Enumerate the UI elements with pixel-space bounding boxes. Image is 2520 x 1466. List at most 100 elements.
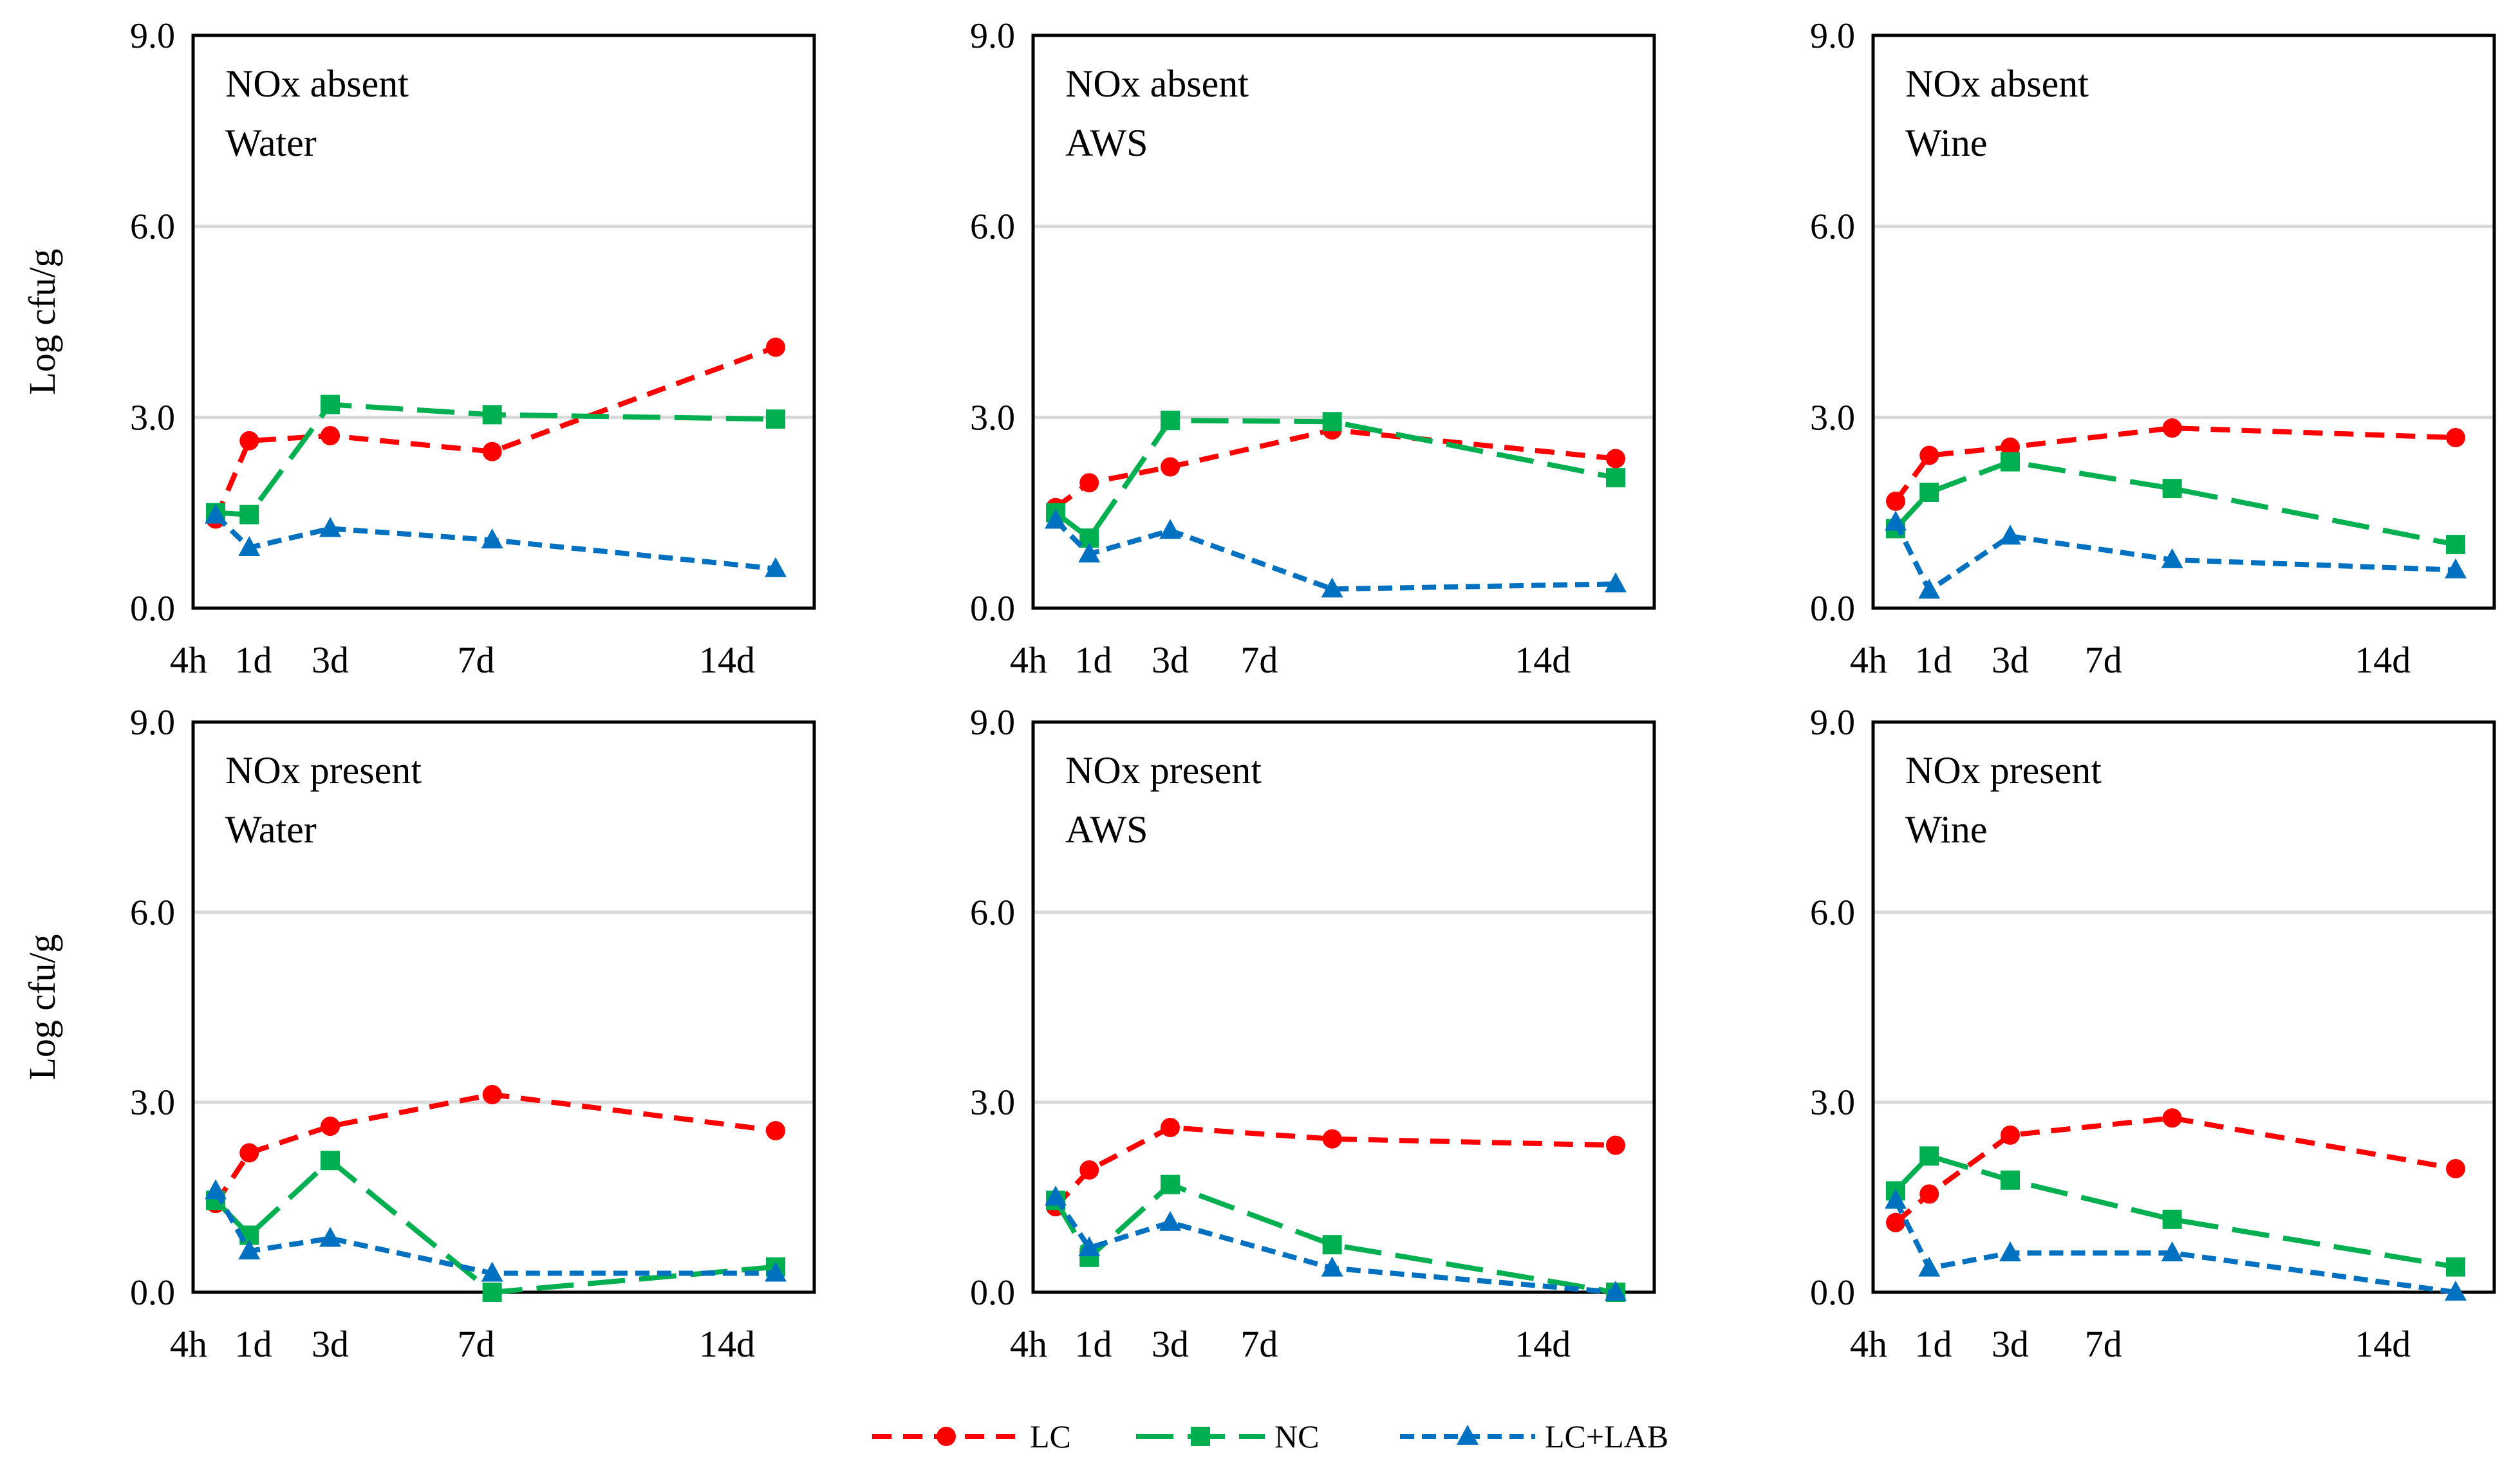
x-tick-label: 14d <box>699 639 755 681</box>
data-point-nc <box>1161 411 1181 431</box>
x-tick-label: 7d <box>1240 639 1278 681</box>
chart-panel-4: 0.0 3.0 6.0 9.0 4h 1d 3d 7d 14d NOx present Water L… <box>21 703 816 1365</box>
series-line-nc <box>1894 459 2456 548</box>
y-tick-label: 6.0 <box>970 893 1015 932</box>
chart-panel-6: 0.0 3.0 6.0 9.0 4h 1d 3d 7d 14d NOx present Wine <box>1810 703 2496 1365</box>
data-point-lc-lab <box>319 1227 342 1247</box>
plot-frame <box>1031 720 1656 1294</box>
y-tick-label: 9.0 <box>130 703 175 743</box>
data-point-lc <box>2001 1125 2021 1145</box>
y-tick-label: 3.0 <box>970 1083 1015 1123</box>
panel-title-line: NOx present <box>1065 749 1262 792</box>
data-point-lc-lab <box>1078 542 1101 562</box>
chart-panel-5: 0.0 3.0 6.0 9.0 4h 1d 3d 7d 14d NOx present AWS <box>970 703 1656 1365</box>
data-point-lc <box>1161 1118 1181 1138</box>
panel-title-line: Wine <box>1905 122 1988 164</box>
chart-panel-1: 0.0 3.0 6.0 9.0 4h 1d 3d 7d 14d NOx absent Water Lo… <box>21 16 816 681</box>
data-point-lc <box>2162 1108 2182 1128</box>
panel-title-line: NOx absent <box>225 62 409 105</box>
data-point-lc-lab <box>1159 1211 1182 1231</box>
data-point-lc-lab <box>1918 1256 1941 1277</box>
data-point-lc <box>1079 473 1099 493</box>
data-point-lc <box>1919 1184 1939 1204</box>
x-tick-label: 14d <box>1515 639 1571 681</box>
x-tick-label: 1d <box>1075 1323 1112 1365</box>
series-line-lc <box>213 344 777 521</box>
data-point-nc <box>2001 452 2021 472</box>
data-point-lc <box>1606 1135 1625 1155</box>
x-tick-label: 4h <box>1010 1323 1047 1365</box>
y-tick-label: 3.0 <box>130 1083 175 1123</box>
data-point-lc <box>1919 445 1939 465</box>
y-tick-label: 0.0 <box>970 1273 1015 1313</box>
data-point-lc-lab <box>205 1179 227 1200</box>
series-line-lc <box>213 1091 776 1205</box>
chart-panel-3: 0.0 3.0 6.0 9.0 4h 1d 3d 7d 14d NOx absent Wine <box>1810 16 2496 681</box>
x-tick-label: 14d <box>2355 639 2411 681</box>
data-point-lc-lab <box>1885 510 1907 531</box>
panel-title-line: AWS <box>1065 122 1148 164</box>
data-point-lc-lab <box>1078 1236 1101 1257</box>
data-point-nc <box>2446 1257 2465 1277</box>
data-point-nc <box>1919 483 1939 503</box>
legend-label: LC <box>1030 1418 1071 1454</box>
plot-frame <box>1031 33 1656 610</box>
data-point-nc <box>1919 1146 1939 1166</box>
data-point-lc <box>1079 1160 1099 1180</box>
x-tick-label: 1d <box>1075 639 1112 681</box>
panel-title-line: NOx absent <box>1065 62 1249 105</box>
data-point-nc <box>321 394 341 414</box>
data-point-nc <box>482 1283 502 1302</box>
data-point-lc <box>1606 449 1625 469</box>
series-line-lc-lab <box>1054 518 1616 592</box>
data-point-lc-lab <box>481 1261 503 1282</box>
x-tick-label: 14d <box>1515 1323 1571 1365</box>
legend: LC NC LC+LAB <box>872 1418 1668 1454</box>
data-point-nc <box>1606 468 1625 488</box>
data-point-lc-lab <box>1321 577 1343 598</box>
data-point-nc <box>239 505 259 524</box>
y-tick-label: 0.0 <box>1810 1273 1855 1313</box>
x-tick-label: 14d <box>699 1323 755 1365</box>
x-tick-label: 3d <box>1992 639 2029 681</box>
x-tick-label: 3d <box>312 1323 349 1365</box>
panel-title-line: NOx present <box>1905 749 2102 792</box>
panel-title-line: NOx present <box>225 749 422 792</box>
plot-frame <box>1871 720 2496 1294</box>
data-point-lc-lab <box>238 536 261 557</box>
data-point-lc-lab <box>1605 1281 1627 1301</box>
data-point-lc-lab <box>2445 558 2467 579</box>
x-tick-label: 4h <box>1850 1323 1887 1365</box>
data-point-lc <box>766 1120 785 1140</box>
y-tick-label: 6.0 <box>1810 207 1855 247</box>
data-point-lc-lab <box>319 517 342 537</box>
x-tick-label: 4h <box>1850 639 1887 681</box>
data-point-nc <box>321 1151 341 1171</box>
x-tick-label: 1d <box>235 639 272 681</box>
data-point-lc <box>482 1084 502 1104</box>
data-point-lc <box>239 431 259 450</box>
data-point-nc <box>2446 535 2465 555</box>
chart-panel-2: 0.0 3.0 6.0 9.0 4h 1d 3d 7d 14d NOx absent AWS <box>970 16 1656 681</box>
x-tick-label: 4h <box>170 1323 207 1365</box>
panel-title-line: Water <box>225 808 317 851</box>
x-tick-label: 3d <box>1152 1323 1189 1365</box>
data-point-lc <box>321 1117 341 1137</box>
plot-frame <box>191 720 816 1294</box>
series-line-lc-lab <box>213 1189 776 1276</box>
x-tick-label: 7d <box>1240 1323 1278 1365</box>
data-point-lc-lab <box>1918 579 1941 599</box>
y-axis-label: Log cfu/g <box>21 248 63 394</box>
data-point-nc <box>1322 412 1342 432</box>
y-tick-label: 0.0 <box>970 589 1015 629</box>
data-point-lc <box>321 426 341 446</box>
data-point-lc-lab <box>1999 524 2022 545</box>
x-tick-label: 3d <box>1992 1323 2029 1365</box>
y-tick-label: 6.0 <box>130 207 175 247</box>
plot-frame <box>191 33 816 610</box>
data-point-lc-lab <box>1045 1185 1067 1206</box>
data-point-nc <box>2162 479 2182 499</box>
data-point-lc-lab <box>1159 519 1182 539</box>
x-tick-label: 3d <box>1152 639 1189 681</box>
data-point-lc-lab <box>2161 1241 2183 1261</box>
